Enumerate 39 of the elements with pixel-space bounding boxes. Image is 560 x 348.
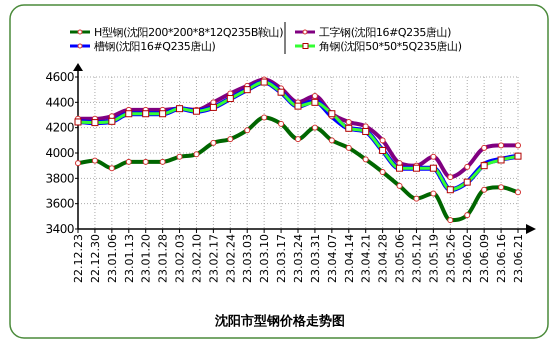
x-tick-label: 23.05.19 xyxy=(427,234,440,283)
x-tick-label: 23.05.26 xyxy=(444,234,458,283)
legend-label: 角钢(沈阳50*50*5Q235唐山) xyxy=(319,40,462,53)
x-tick-label: 23.01.13 xyxy=(122,234,136,283)
text: 沈阳市型钢价格走势图 xyxy=(214,313,345,329)
y-tick-label: 3800 xyxy=(45,171,74,186)
x-tick-label: 23.02.03 xyxy=(174,234,187,283)
legend-label: H型钢(沈阳200*200*8*12Q235B鞍山) xyxy=(94,26,284,39)
x-tick-label: 23.01.28 xyxy=(156,234,170,283)
x-tick-label: 23.02.17 xyxy=(207,234,220,283)
legend-label: 槽钢(沈阳16#Q235唐山) xyxy=(94,40,216,53)
legend-label: 工字钢(沈阳16#Q235唐山) xyxy=(319,26,452,39)
y-tick-label: 4400 xyxy=(45,95,74,110)
y-tick-label: 4600 xyxy=(45,70,74,84)
x-tick-label: 23.04.28 xyxy=(376,234,390,283)
x-tick-label: 23.03.31 xyxy=(308,234,322,283)
x-tick-label: 23.04.07 xyxy=(326,234,339,283)
x-tick-label: 23.04.21 xyxy=(360,234,373,283)
y-tick-label: 4000 xyxy=(45,146,74,160)
x-tick-label: 23.03.24 xyxy=(292,234,305,283)
x-tick-label: 23.02.24 xyxy=(224,234,238,283)
x-tick-label: 23.06.09 xyxy=(478,234,492,283)
x-tick-label: 23.03.03 xyxy=(241,234,254,283)
x-tick-label: 22.12.30 xyxy=(88,234,102,283)
x-tick-label: 23.01.20 xyxy=(140,234,153,283)
x-tick-label: 23.05.06 xyxy=(394,234,407,283)
x-tick-label: 23.05.12 xyxy=(410,234,424,283)
x-tick-label: 23.01.06 xyxy=(106,234,119,283)
y-tick-label: 3600 xyxy=(45,196,74,211)
x-tick-label: 23.03.17 xyxy=(275,234,288,283)
y-tick-label: 3400 xyxy=(45,222,74,236)
x-tick-label: 23.04.14 xyxy=(342,234,356,283)
x-tick-label: 23.06.16 xyxy=(495,234,508,283)
x-tick-label: 22.12.23 xyxy=(72,234,85,283)
x-tick-label: 23.06.02 xyxy=(461,234,474,283)
x-tick-label: 23.03.10 xyxy=(258,234,272,283)
y-tick-label: 4200 xyxy=(45,120,74,135)
x-tick-label: 23.02.10 xyxy=(190,234,204,283)
x-tick-label: 23.06.21 xyxy=(512,234,525,283)
